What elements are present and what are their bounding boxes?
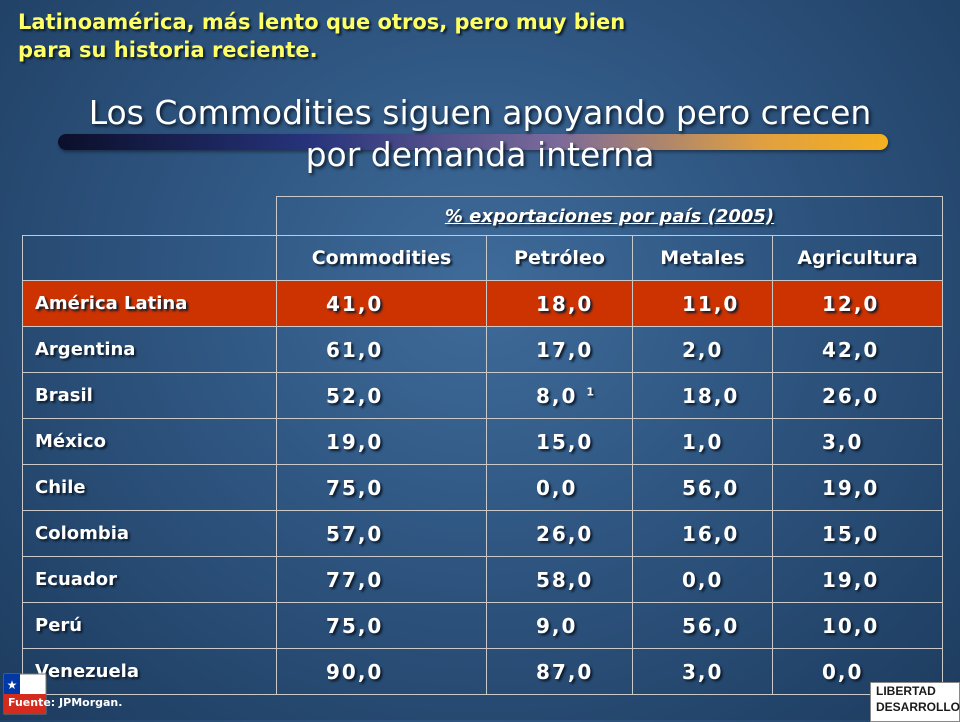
- cell-agricultura: 19,0: [772, 556, 943, 603]
- cell-commodities: 90,0: [276, 648, 487, 695]
- cell-petroleo: 87,0: [486, 648, 633, 695]
- svg-text:★: ★: [7, 678, 18, 692]
- cell-metales: 16,0: [632, 510, 773, 557]
- cell-agricultura: 3,0: [772, 418, 943, 465]
- column-header-metales: Metales: [632, 235, 773, 281]
- cell-petroleo: 18,0: [486, 280, 633, 327]
- row-country: Ecuador: [22, 556, 277, 603]
- subtitle-line-1: Latinoamérica, más lento que otros, pero…: [18, 10, 626, 34]
- column-header-agricultura: Agricultura: [772, 235, 943, 281]
- cell-metales: 0,0: [632, 556, 773, 603]
- slide-title: Los Commodities siguen apoyando pero cre…: [0, 92, 960, 176]
- cell-petroleo: 8,0 1: [486, 372, 633, 419]
- row-country: Chile: [22, 464, 277, 511]
- row-country: Argentina: [22, 326, 277, 373]
- slide-subtitle: Latinoamérica, más lento que otros, pero…: [18, 8, 738, 64]
- logo-line-1: LIBERTAD: [876, 684, 936, 698]
- title-line-2: por demanda interna: [305, 135, 655, 174]
- subtitle-line-2: para su historia reciente.: [18, 38, 318, 62]
- table-row: Argentina 61,0 17,0 2,0 42,0: [22, 326, 943, 373]
- group-header: % exportaciones por país (2005): [276, 196, 943, 236]
- cell-metales: 3,0: [632, 648, 773, 695]
- cell-metales: 1,0: [632, 418, 773, 465]
- logo-line-2: DESARROLLO: [876, 700, 960, 714]
- cell-petroleo: 58,0: [486, 556, 633, 603]
- cell-agricultura: 19,0: [772, 464, 943, 511]
- table-row: México 19,0 15,0 1,0 3,0: [22, 418, 943, 465]
- cell-agricultura: 42,0: [772, 326, 943, 373]
- cell-petroleo: 15,0: [486, 418, 633, 465]
- cell-commodities: 77,0: [276, 556, 487, 603]
- footnote-marker: 1: [586, 384, 597, 398]
- cell-commodities: 52,0: [276, 372, 487, 419]
- cell-petroleo: 9,0: [486, 602, 633, 649]
- row-country: Perú: [22, 602, 277, 649]
- cell-commodities: 61,0: [276, 326, 487, 373]
- cell-petroleo: 0,0: [486, 464, 633, 511]
- libertad-desarrollo-logo: LIBERTAD DESARROLLO: [870, 682, 960, 722]
- cell-agricultura: 10,0: [772, 602, 943, 649]
- row-country: Colombia: [22, 510, 277, 557]
- table-row: Brasil 52,0 8,0 1 18,0 26,0: [22, 372, 943, 419]
- table-corner-blank: [22, 196, 277, 236]
- table-row: América Latina 41,0 18,0 11,0 12,0: [22, 280, 943, 327]
- exports-table: % exportaciones por país (2005) Commodit…: [22, 196, 943, 695]
- cell-commodities: 75,0: [276, 464, 487, 511]
- cell-petroleo: 17,0: [486, 326, 633, 373]
- cell-commodities: 19,0: [276, 418, 487, 465]
- cell-metales: 2,0: [632, 326, 773, 373]
- table-row: Colombia 57,0 26,0 16,0 15,0: [22, 510, 943, 557]
- cell-agricultura: 12,0: [772, 280, 943, 327]
- row-country: Brasil: [22, 372, 277, 419]
- row-country: Venezuela: [22, 648, 277, 695]
- cell-commodities: 57,0: [276, 510, 487, 557]
- table-row: Venezuela 90,0 87,0 3,0 0,0: [22, 648, 943, 695]
- source-note: Fuente: JPMorgan.: [8, 696, 123, 709]
- country-header-blank: [22, 235, 277, 281]
- chile-flag-icon: ★: [3, 673, 47, 715]
- cell-commodities: 41,0: [276, 280, 487, 327]
- cell-metales: 18,0: [632, 372, 773, 419]
- cell-metales: 56,0: [632, 602, 773, 649]
- table-row: Ecuador 77,0 58,0 0,0 19,0: [22, 556, 943, 603]
- cell-commodities: 75,0: [276, 602, 487, 649]
- cell-petroleo-value: 8,0: [536, 383, 578, 408]
- cell-metales: 11,0: [632, 280, 773, 327]
- column-header-petroleo: Petróleo: [486, 235, 633, 281]
- cell-metales: 56,0: [632, 464, 773, 511]
- cell-agricultura: 26,0: [772, 372, 943, 419]
- cell-agricultura: 15,0: [772, 510, 943, 557]
- row-country: América Latina: [22, 280, 277, 327]
- title-line-1: Los Commodities siguen apoyando pero cre…: [88, 93, 872, 132]
- cell-petroleo: 26,0: [486, 510, 633, 557]
- table-column-header-row: Commodities Petróleo Metales Agricultura: [22, 235, 943, 281]
- table-row: Chile 75,0 0,0 56,0 19,0: [22, 464, 943, 511]
- row-country: México: [22, 418, 277, 465]
- table-row: Perú 75,0 9,0 56,0 10,0: [22, 602, 943, 649]
- column-header-commodities: Commodities: [276, 235, 487, 281]
- table-group-header-row: % exportaciones por país (2005): [22, 196, 943, 236]
